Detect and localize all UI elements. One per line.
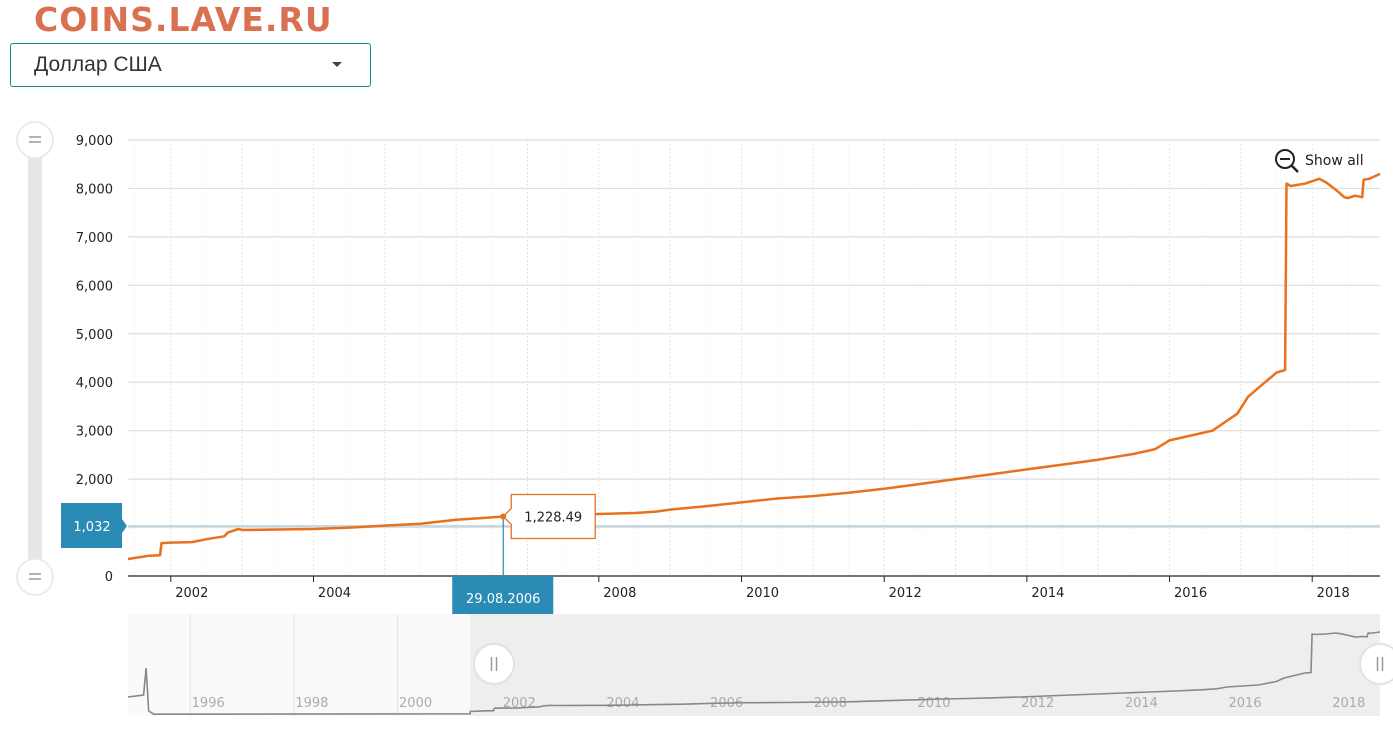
y-cursor-value: 1,032 — [73, 520, 110, 535]
navigator-tick-label: 2012 — [1021, 696, 1054, 711]
y-tick-label: 6,000 — [76, 279, 113, 294]
y-tick-label: 3,000 — [76, 425, 113, 440]
navigator-tick-label: 2018 — [1332, 696, 1365, 711]
x-tick-label: 2018 — [1317, 586, 1350, 601]
y-scrollbar-track[interactable] — [28, 140, 42, 576]
watermark: COINS.LAVE.RU — [34, 0, 333, 39]
y-scrollbar-top-handle[interactable] — [16, 121, 54, 159]
navigator-tick-label: 2004 — [606, 696, 639, 711]
x-tick-label: 2002 — [175, 586, 208, 601]
navigator-series-line — [127, 631, 1381, 716]
y-scrollbar-bottom-handle[interactable] — [16, 558, 54, 596]
y-tick-label: 2,000 — [76, 473, 113, 488]
hover-point — [500, 513, 507, 520]
x-tick-label: 2016 — [1174, 586, 1207, 601]
navigator[interactable]: 1996 1998 2000 2002 2004 2006 2008 2010 2012 2014… — [127, 614, 1393, 716]
x-tick-label: 2010 — [746, 586, 779, 601]
x-cursor-date: 29.08.2006 — [466, 592, 540, 607]
y-tick-label: 8,000 — [76, 182, 113, 197]
show-all-label: Show all — [1305, 153, 1364, 169]
y-tick-label: 7,000 — [76, 231, 113, 246]
navigator-tick-label: 2016 — [1229, 696, 1262, 711]
navigator-right-handle[interactable] — [1359, 643, 1393, 685]
y-grid — [128, 139, 1380, 529]
navigator-left-handle[interactable] — [473, 643, 515, 685]
x-axis-ticks: 2002 2004 2008 2010 2012 2014 2016 2018 — [170, 576, 1350, 601]
x-grid — [134, 140, 1349, 576]
navigator-tick-label: 1996 — [192, 696, 225, 711]
x-tick-label: 2014 — [1031, 586, 1064, 601]
currency-select[interactable]: Доллар США — [10, 43, 371, 87]
y-cursor-badge: 1,032 — [61, 503, 127, 548]
y-tick-label: 4,000 — [76, 376, 113, 391]
currency-select-value: Доллар США — [34, 53, 162, 76]
zoom-out-icon — [1275, 149, 1299, 173]
show-all-button[interactable]: Show all — [1275, 149, 1364, 173]
navigator-ticks: 1996 1998 2000 2002 2004 2006 2008 2010 2012 2014… — [192, 696, 1366, 711]
navigator-tick-label: 2014 — [1125, 696, 1158, 711]
x-tick-label: 2012 — [889, 586, 922, 601]
chevron-down-icon — [332, 62, 342, 67]
x-tick-label: 2004 — [318, 586, 351, 601]
navigator-tick-label: 2008 — [814, 696, 847, 711]
point-tooltip-value: 1,228.49 — [524, 510, 582, 525]
y-tick-label: 5,000 — [76, 328, 113, 343]
navigator-tick-label: 2000 — [399, 696, 432, 711]
navigator-tick-label: 1998 — [295, 696, 328, 711]
x-cursor-badge: 29.08.2006 — [452, 576, 554, 620]
x-tick-label: 2008 — [603, 586, 636, 601]
series-line[interactable] — [127, 172, 1381, 561]
y-tick-label: 0 — [105, 570, 113, 585]
y-tick-label: 9,000 — [76, 134, 113, 149]
point-tooltip: 1,228.49 — [502, 493, 596, 540]
